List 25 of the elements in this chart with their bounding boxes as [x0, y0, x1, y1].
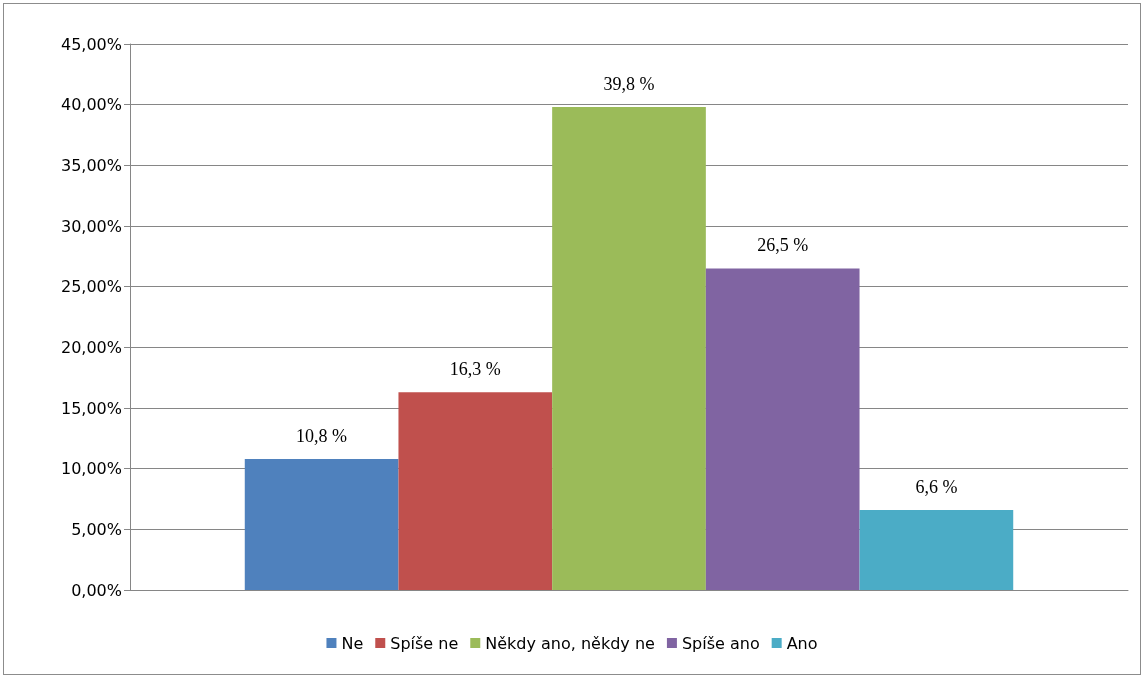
y-tick-label: 35,00%	[60, 155, 122, 175]
legend-label: Ano	[786, 633, 818, 653]
legend-label: Spíše ne	[390, 633, 459, 653]
y-tick-label: 25,00%	[60, 277, 122, 297]
bar	[859, 509, 1014, 590]
bar	[552, 107, 706, 590]
bar	[398, 392, 553, 590]
y-tick-label: 45,00%	[60, 34, 122, 54]
y-tick-label: 5,00%	[71, 519, 122, 539]
y-tick-label: 30,00%	[60, 216, 122, 236]
data-label: 16,3 %	[449, 359, 501, 380]
bar	[705, 268, 860, 590]
data-label: 10,8 %	[296, 425, 348, 446]
legend-label: Někdy ano, někdy ne	[485, 633, 655, 653]
y-tick-label: 0,00%	[71, 580, 122, 600]
y-tick-label: 15,00%	[60, 398, 122, 418]
legend-label: Ne	[341, 633, 364, 653]
legend-label: Spíše ano	[681, 633, 760, 653]
data-label: 6,6 %	[915, 476, 958, 497]
data-label: 26,5 %	[757, 235, 809, 256]
y-tick-label: 10,00%	[60, 459, 122, 479]
y-tick-label: 40,00%	[60, 95, 122, 115]
bar	[244, 458, 399, 590]
data-label: 39,8 %	[603, 74, 655, 95]
y-tick-label: 20,00%	[60, 337, 122, 357]
